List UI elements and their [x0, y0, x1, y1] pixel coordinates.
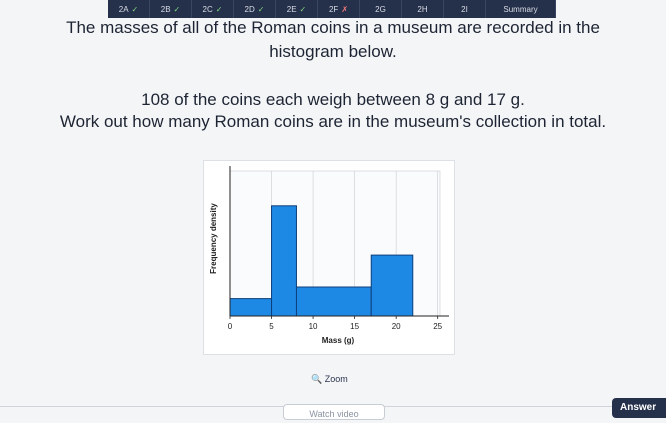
tab-status: ✗: [341, 4, 349, 14]
question-text: Work out how many Roman coins are in the…: [59, 112, 607, 131]
bar: [370, 254, 414, 317]
bar: [295, 286, 372, 317]
tab[interactable]: 2F ✗: [318, 0, 360, 18]
answer-button[interactable]: Answer: [612, 398, 666, 418]
bar: [229, 298, 273, 317]
tab-label: 2I: [461, 4, 468, 14]
tab-label: 2B: [160, 4, 171, 14]
tab[interactable]: 2A ✓: [108, 0, 150, 18]
tab-label: 2C: [202, 4, 213, 14]
x-tick-label: 0: [228, 322, 233, 331]
x-tick-label: 15: [350, 322, 359, 331]
tab-label: 2D: [244, 4, 255, 14]
x-tick-label: 5: [269, 322, 274, 331]
tab-status: ✓: [131, 4, 139, 14]
zoom-button[interactable]: 🔍 Zoom: [311, 374, 348, 384]
tab[interactable]: 2B ✓: [150, 0, 192, 18]
tab-label: 2A: [118, 4, 129, 14]
tab-label: 2F: [328, 4, 339, 14]
x-axis-label: Mass (g): [322, 336, 355, 345]
tab-label: Summary: [503, 4, 538, 14]
tab-label: 2H: [417, 4, 428, 14]
x-tick-label: 25: [433, 322, 442, 331]
x-tick-label: 20: [392, 322, 401, 331]
tab-label: 2G: [375, 4, 386, 14]
chart: 0 5 10 15 20 25 Mass (g) Frequency density: [209, 166, 449, 345]
tab-bar: 2A ✓ 2B ✓ 2C ✓ 2D ✓ 2E ✓ 2F ✗ 2G 2H 2I Summary: [108, 0, 556, 18]
histogram-panel: 0 5 10 15 20 25 Mass (g) Frequency density: [203, 160, 455, 355]
tab[interactable]: Summary: [486, 0, 556, 18]
tab[interactable]: 2H: [402, 0, 444, 18]
tab-status: ✓: [299, 4, 307, 14]
tab[interactable]: 2I: [444, 0, 486, 18]
question-text: 108 of the coins each weigh between 8 g …: [141, 90, 525, 109]
watch-video-button[interactable]: Watch video: [283, 404, 385, 420]
x-tick-label: 10: [309, 322, 318, 331]
tab-label: 2E: [286, 4, 297, 14]
tab[interactable]: 2G: [360, 0, 402, 18]
tab[interactable]: 2C ✓: [192, 0, 234, 18]
tab-status: ✓: [257, 4, 265, 14]
tab-status: ✓: [215, 4, 223, 14]
tab-status: ✓: [173, 4, 181, 14]
bar: [271, 205, 297, 317]
y-axis-label: Frequency density: [209, 203, 218, 274]
zoom-label: Zoom: [324, 374, 348, 384]
tab[interactable]: 2D ✓: [234, 0, 276, 18]
tab[interactable]: 2E ✓: [276, 0, 318, 18]
question-text: The masses of all of the Roman coins in …: [66, 18, 600, 61]
